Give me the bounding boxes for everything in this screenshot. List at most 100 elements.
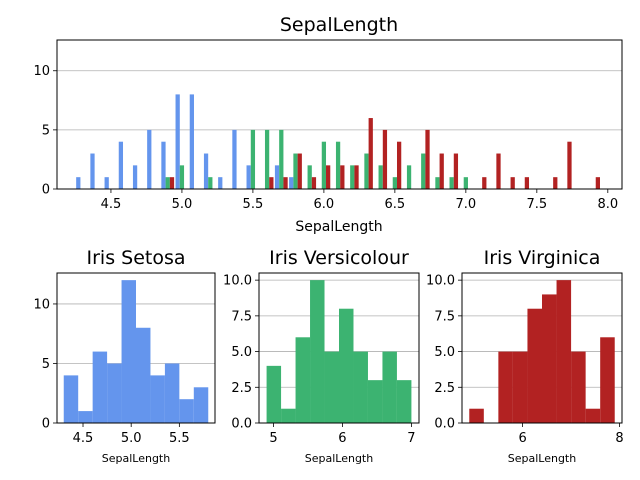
main-bar: [510, 177, 515, 189]
setosa-bar: [150, 375, 165, 423]
main-bar: [246, 165, 251, 189]
virginica-bar: [512, 351, 528, 423]
main-x-tick-label: 8.0: [597, 197, 618, 212]
main-bar: [382, 129, 388, 189]
virginica-y-tick-label: 7.5: [434, 309, 455, 324]
main-bar: [307, 165, 312, 189]
main-x-tick-label: 6.0: [314, 197, 335, 212]
virginica-y-tick-label: 10.0: [426, 274, 455, 289]
setosa-y-tick-label: 10: [33, 297, 50, 312]
virginica-bar: [469, 408, 484, 423]
versicolour-x-axis-label: SepalLength: [305, 452, 373, 465]
main-bar: [396, 141, 402, 189]
main-bar: [279, 129, 284, 189]
setosa-bar: [164, 363, 180, 423]
main-bar: [118, 141, 124, 189]
main-bar: [250, 129, 256, 189]
main-bar: [189, 94, 194, 189]
virginica-bar: [600, 337, 615, 423]
main-bar: [340, 165, 345, 189]
setosa-bar: [107, 363, 122, 423]
versicolour-x-tick-label: 6: [338, 431, 346, 446]
main-bar: [482, 177, 487, 189]
main-bar: [595, 177, 600, 189]
virginica-bar: [556, 280, 572, 423]
virginica-y-tick-label: 5.0: [434, 345, 455, 360]
virginica-histogram: Iris Virginica SepalLength 0.0 2.5 5.0 7.5 1…: [426, 247, 624, 465]
main-bar: [218, 177, 223, 189]
virginica-bar: [585, 408, 601, 423]
main-x-tick-label: 4.5: [101, 197, 122, 212]
setosa-x-axis-label: SepalLength: [102, 452, 170, 465]
setosa-bar: [92, 351, 108, 423]
main-bar: [439, 153, 444, 189]
versicolour-y-tick-label: 10.0: [223, 274, 252, 289]
setosa-chart-title: Iris Setosa: [87, 247, 186, 269]
main-bar: [90, 153, 95, 189]
main-bar: [232, 129, 237, 189]
setosa-x-tick-label: 4.5: [73, 431, 94, 446]
versicolour-bar: [310, 280, 325, 423]
main-bar: [364, 153, 369, 189]
main-x-tick-label: 5.0: [172, 197, 193, 212]
main-bar: [203, 153, 209, 189]
versicolour-x-tick-label: 7: [407, 431, 415, 446]
virginica-bar: [542, 294, 557, 423]
setosa-bar: [193, 387, 209, 423]
main-bar: [264, 129, 270, 189]
main-bar: [175, 94, 180, 189]
main-histogram: SepalLength SepalLength 0 5 10 4.5 5.0 5.5 6.0…: [33, 14, 623, 235]
main-bar: [132, 165, 138, 189]
main-bar: [421, 153, 426, 189]
main-bar: [283, 177, 288, 189]
versicolour-y-tick-label: 7.5: [231, 309, 252, 324]
versicolour-y-tick-label: 5.0: [231, 345, 252, 360]
main-bar: [274, 165, 280, 189]
main-bar: [406, 165, 412, 189]
main-bar: [311, 177, 317, 189]
main-x-tick-label: 6.5: [385, 197, 406, 212]
virginica-axes-frame: [461, 272, 623, 424]
main-bar: [321, 141, 327, 189]
main-bar: [335, 141, 341, 189]
setosa-bar: [78, 411, 93, 423]
main-bar: [553, 177, 558, 189]
setosa-bar: [179, 399, 194, 423]
versicolour-bar: [339, 308, 354, 423]
setosa-x-tick-label: 5.5: [169, 431, 190, 446]
main-bar: [453, 153, 459, 189]
virginica-bar: [498, 351, 513, 423]
versicolour-bar: [396, 380, 412, 423]
main-bar: [435, 177, 440, 189]
main-bar: [269, 177, 274, 189]
versicolour-bar: [281, 408, 296, 423]
main-y-tick-label: 10: [33, 64, 50, 79]
main-bar: [496, 153, 501, 189]
setosa-x-tick-label: 5.0: [121, 431, 142, 446]
main-bar: [165, 177, 170, 189]
main-chart-title: SepalLength: [280, 14, 398, 36]
versicolour-y-tick-label: 0.0: [231, 417, 252, 432]
main-bar: [354, 165, 359, 189]
setosa-y-tick-label: 5: [42, 357, 50, 372]
main-bar: [169, 177, 175, 189]
main-bar: [378, 165, 383, 189]
virginica-x-axis-label: SepalLength: [508, 452, 576, 465]
versicolour-bar: [353, 351, 368, 423]
virginica-x-tick-label: 6: [518, 431, 526, 446]
virginica-chart-title: Iris Virginica: [484, 247, 601, 269]
main-bar: [161, 141, 166, 189]
setosa-bar: [63, 375, 79, 423]
main-x-tick-label: 7.5: [526, 197, 547, 212]
versicolour-bar: [367, 380, 383, 423]
versicolour-x-tick-label: 5: [269, 431, 277, 446]
setosa-axes-frame: [56, 272, 216, 424]
main-bar: [147, 129, 152, 189]
main-bar: [76, 177, 81, 189]
main-x-axis-label: SepalLength: [295, 219, 382, 235]
main-bar: [350, 165, 355, 189]
main-bar: [567, 141, 572, 189]
versicolour-axes-frame: [258, 272, 420, 424]
main-bar: [463, 177, 468, 189]
